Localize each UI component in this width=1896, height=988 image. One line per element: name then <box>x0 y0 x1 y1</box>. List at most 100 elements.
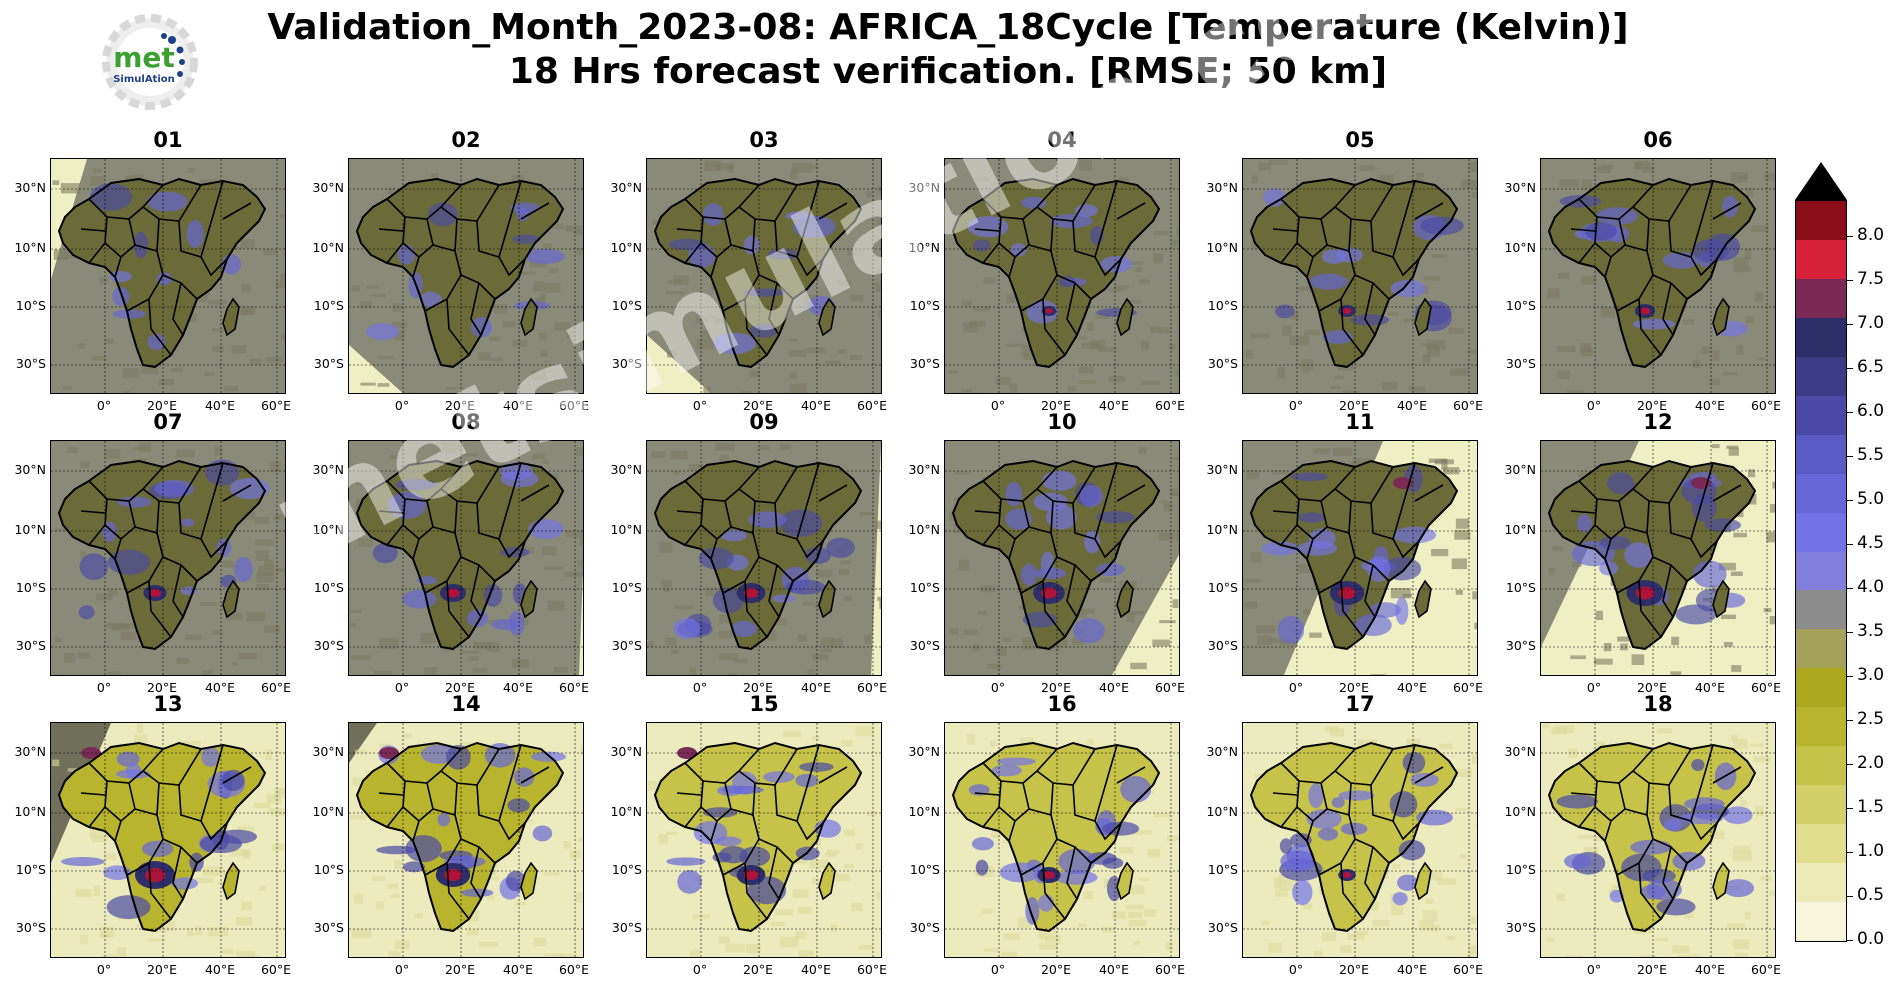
rmse-map <box>945 441 1179 675</box>
lon-label: 40°E <box>502 962 534 977</box>
lon-label: 40°E <box>502 680 534 695</box>
panel-title: 07 <box>153 410 183 434</box>
lat-label: 30°N <box>1206 180 1238 195</box>
lon-label: 60°E <box>856 962 888 977</box>
lat-label: 10°S <box>909 580 940 595</box>
colorbar-segment <box>1796 589 1846 630</box>
lon-label: 20°E <box>742 680 774 695</box>
title-line-1: Validation_Month_2023-08: AFRICA_18Cycle… <box>267 7 1629 48</box>
lat-label: 30°N <box>312 180 344 195</box>
map-panel-16: 16 30°N 10°N 10°S 30°S 0° 20°E 40°E 60°E <box>908 692 1185 977</box>
colorbar-segment <box>1796 706 1846 747</box>
colorbar-label: 7.5 <box>1857 269 1885 289</box>
panel-title: 12 <box>1643 410 1673 434</box>
lat-label: 30°N <box>14 462 46 477</box>
panel-title: 18 <box>1643 692 1673 716</box>
colorbar-segment <box>1796 356 1846 396</box>
lon-label: 40°E <box>204 680 236 695</box>
panel-title: 04 <box>1047 128 1077 152</box>
map-frame <box>50 158 286 394</box>
lon-label: 0° <box>394 398 410 413</box>
colorbar-segment <box>1796 278 1846 318</box>
lat-label: 30°S <box>1207 920 1238 935</box>
lon-label: 20°E <box>1636 398 1668 413</box>
rmse-map <box>945 723 1179 957</box>
rmse-map <box>1541 441 1775 675</box>
colorbar-tick <box>1847 280 1853 281</box>
colorbar-tick <box>1847 676 1853 677</box>
lon-label: 20°E <box>1338 398 1370 413</box>
lat-label: 10°N <box>312 522 344 537</box>
lon-label: 60°E <box>1154 680 1186 695</box>
colorbar-label: 6.0 <box>1857 401 1885 421</box>
lon-label: 0° <box>1586 680 1602 695</box>
colorbar-label: 0.5 <box>1857 885 1885 905</box>
map-panel-10: 10 30°N 10°N 10°S 30°S 0° 20°E 40°E 60°E <box>908 410 1185 695</box>
lat-label: 10°S <box>611 298 642 313</box>
lat-label: 10°S <box>909 862 940 877</box>
colorbar-segment <box>1796 667 1846 708</box>
map-panel-08: 08 30°N 10°N 10°S 30°S 0° 20°E 40°E 60°E <box>312 410 589 695</box>
colorbar-label: 7.0 <box>1857 313 1885 333</box>
panel-title: 03 <box>749 128 779 152</box>
map-panel-07: 07 30°N 10°N 10°S 30°S 0° 20°E 40°E 60°E <box>14 410 291 695</box>
lon-label: 20°E <box>444 680 476 695</box>
lon-label: 0° <box>990 398 1006 413</box>
lon-label: 0° <box>96 962 112 977</box>
lat-label: 30°N <box>1504 462 1536 477</box>
map-panel-06: 06 30°N 10°N 10°S 30°S 0° 20°E 40°E 60°E <box>1504 128 1781 413</box>
panel-title: 16 <box>1047 692 1077 716</box>
panel-title: 08 <box>451 410 481 434</box>
rmse-map <box>1541 159 1775 393</box>
map-frame <box>646 722 882 958</box>
colorbar-segment <box>1796 200 1846 240</box>
lat-label: 10°S <box>1505 862 1536 877</box>
panel-title: 01 <box>153 128 183 152</box>
lon-label: 20°E <box>146 680 178 695</box>
lat-label: 10°N <box>908 804 940 819</box>
lat-label: 10°N <box>14 522 46 537</box>
lon-label: 40°E <box>1396 962 1428 977</box>
lon-label: 40°E <box>1098 398 1130 413</box>
lon-label: 60°E <box>1154 398 1186 413</box>
colorbar-segment <box>1796 823 1846 864</box>
rmse-map <box>1243 723 1477 957</box>
rmse-map <box>1243 159 1477 393</box>
lat-label: 10°N <box>1206 804 1238 819</box>
colorbar-tick <box>1847 588 1853 589</box>
colorbar-segment <box>1796 628 1846 669</box>
lon-label: 40°E <box>1396 680 1428 695</box>
lon-label: 0° <box>96 398 112 413</box>
lon-label: 20°E <box>1338 962 1370 977</box>
lat-label: 10°S <box>1207 862 1238 877</box>
panel-title: 13 <box>153 692 183 716</box>
colorbar-tick <box>1847 500 1853 501</box>
lon-label: 0° <box>692 398 708 413</box>
map-panel-14: 14 30°N 10°N 10°S 30°S 0° 20°E 40°E 60°E <box>312 692 589 977</box>
figure-title: Validation_Month_2023-08: AFRICA_18Cycle… <box>0 6 1896 94</box>
map-frame <box>50 440 286 676</box>
lon-label: 60°E <box>856 680 888 695</box>
lat-label: 30°S <box>313 356 344 371</box>
colorbar-label: 3.0 <box>1857 665 1885 685</box>
lat-label: 10°S <box>15 580 46 595</box>
colorbar-segment <box>1796 512 1846 552</box>
lon-label: 0° <box>990 680 1006 695</box>
map-frame <box>646 158 882 394</box>
colorbar-segment <box>1796 551 1846 591</box>
panel-title: 09 <box>749 410 779 434</box>
lat-label: 30°S <box>313 638 344 653</box>
lat-label: 10°S <box>1207 298 1238 313</box>
lat-label: 30°S <box>1207 356 1238 371</box>
lat-label: 10°N <box>610 804 642 819</box>
colorbar-label: 4.5 <box>1857 533 1885 553</box>
lat-label: 30°S <box>15 920 46 935</box>
map-frame <box>1242 722 1478 958</box>
lon-label: 60°E <box>1452 680 1484 695</box>
colorbar-label: 3.5 <box>1857 621 1885 641</box>
lat-label: 30°S <box>15 638 46 653</box>
rmse-map <box>349 723 583 957</box>
lon-label: 20°E <box>742 398 774 413</box>
colorbar-label: 5.5 <box>1857 445 1885 465</box>
lat-label: 30°S <box>611 920 642 935</box>
